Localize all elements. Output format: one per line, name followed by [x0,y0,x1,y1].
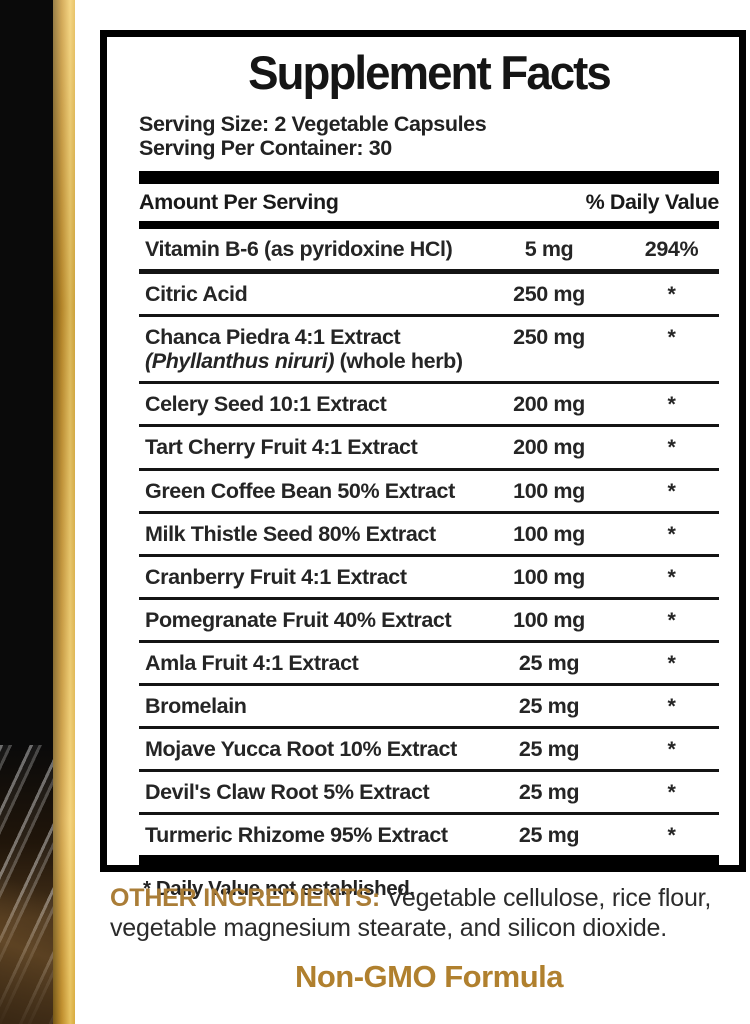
ingredient-amount: 100 mg [513,564,585,589]
table-row: Celery Seed 10:1 Extract 200 mg * [139,384,719,428]
ingredient-name: Pomegranate Fruit 40% Extract [145,607,452,632]
table-row: Chanca Piedra 4:1 Extract (Phyllanthus n… [139,317,719,385]
ingredient-name: Celery Seed 10:1 Extract [145,392,387,417]
ingredient-amount: 25 mg [518,693,580,718]
left-black-strip [0,0,53,1024]
ingredient-name: Vitamin B-6 (as pyridoxine HCl) [145,237,453,262]
ingredient-amount: 25 mg [518,780,580,805]
serving-info: Serving Size: 2 Vegetable Capsules Servi… [139,112,719,160]
bottom-text-block: OTHER INGREDIENTS: Vegetable cellulose, … [110,884,748,996]
ingredient-amount: 5 mg [524,237,574,262]
other-ingredients-label: OTHER INGREDIENTS: [110,884,381,912]
ingredient-name: Bromelain [145,693,247,718]
ingredient-amount: 25 mg [518,650,580,675]
table-row: Bromelain 25 mg * [139,686,719,729]
ingredient-name: Turmeric Rhizome 95% Extract [145,823,448,848]
ingredient-amount: 100 mg [513,478,585,503]
amount-per-serving-header: Amount Per Serving [139,190,339,215]
ingredient-amount: 200 mg [513,435,585,460]
ingredient-name: Tart Cherry Fruit 4:1 Extract [145,435,418,460]
ingredient-daily-value: * [667,325,676,350]
ingredient-amount: 250 mg [513,325,585,350]
gold-accent-stripe [53,0,75,1024]
divider-medium [139,221,719,230]
table-row: Pomegranate Fruit 40% Extract 100 mg * [139,600,719,643]
table-row: Tart Cherry Fruit 4:1 Extract 200 mg * [139,427,719,471]
serving-size: Serving Size: 2 Vegetable Capsules [139,111,487,136]
divider-thick-top [139,171,719,185]
table-row: Green Coffee Bean 50% Extract 100 mg * [139,471,719,514]
supplement-facts-panel: Supplement Facts Serving Size: 2 Vegetab… [100,30,746,900]
ingredient-amount: 100 mg [513,607,585,632]
ingredient-amount: 25 mg [518,736,580,761]
ingredient-name: Citric Acid [145,282,248,307]
table-row: Mojave Yucca Root 10% Extract 25 mg * [139,729,719,773]
ingredient-daily-value: * [667,521,676,546]
ingredient-daily-value: * [667,780,676,805]
ingredient-daily-value: * [667,650,676,675]
ingredient-daily-value: * [667,478,676,503]
ingredient-name: Amla Fruit 4:1 Extract [145,650,359,675]
table-header-row: Amount Per Serving % Daily Value [139,184,719,221]
divider-thick-bottom [139,855,719,869]
ingredient-daily-value: * [667,282,676,307]
ingredient-name: Milk Thistle Seed 80% Extract [145,521,436,546]
other-ingredients-text: Vegetable cellulose, rice flour, vegetab… [110,884,712,942]
ingredient-daily-value: * [667,736,676,761]
table-row: Devil's Claw Root 5% Extract 25 mg * [139,772,719,816]
table-row: Vitamin B-6 (as pyridoxine HCl) 5 mg 294… [139,229,719,275]
table-row: Milk Thistle Seed 80% Extract 100 mg * [139,514,719,557]
ingredient-daily-value: 294% [644,237,699,262]
ingredient-name: Mojave Yucca Root 10% Extract [145,736,457,761]
serving-per-container: Serving Per Container: 30 [139,135,392,160]
daily-value-footnote: * Daily Value not established. [143,877,415,901]
ingredient-daily-value: * [667,693,676,718]
table-row: Turmeric Rhizome 95% Extract 25 mg * [139,815,719,855]
other-ingredients-paragraph: OTHER INGREDIENTS: Vegetable cellulose, … [110,884,748,943]
ingredient-latin-name: (Phyllanthus niruri) (whole herb) [145,349,463,374]
ingredient-daily-value: * [667,435,676,460]
non-gmo-headline: Non-GMO Formula [294,959,564,994]
ingredient-daily-value: * [667,823,676,848]
ingredient-amount: 25 mg [518,823,580,848]
daily-value-header: % Daily Value [585,190,720,215]
ingredient-amount: 200 mg [513,392,585,417]
panel-title: Supplement Facts [248,46,612,99]
ingredient-amount: 100 mg [513,521,585,546]
table-row: Citric Acid 250 mg * [139,274,719,318]
ingredient-name: Devil's Claw Root 5% Extract [145,780,430,805]
ingredient-daily-value: * [667,392,676,417]
ingredient-amount: 250 mg [513,282,585,307]
ingredient-daily-value: * [667,564,676,589]
ingredient-rows: Vitamin B-6 (as pyridoxine HCl) 5 mg 294… [139,229,719,855]
table-row: Cranberry Fruit 4:1 Extract 100 mg * [139,557,719,600]
ingredient-daily-value: * [667,607,676,632]
ingredient-name: Cranberry Fruit 4:1 Extract [145,564,407,589]
ingredient-name: Green Coffee Bean 50% Extract [145,478,455,503]
smoke-texture [0,745,53,1024]
ingredient-name: Chanca Piedra 4:1 Extract [145,325,401,350]
table-row: Amla Fruit 4:1 Extract 25 mg * [139,643,719,686]
